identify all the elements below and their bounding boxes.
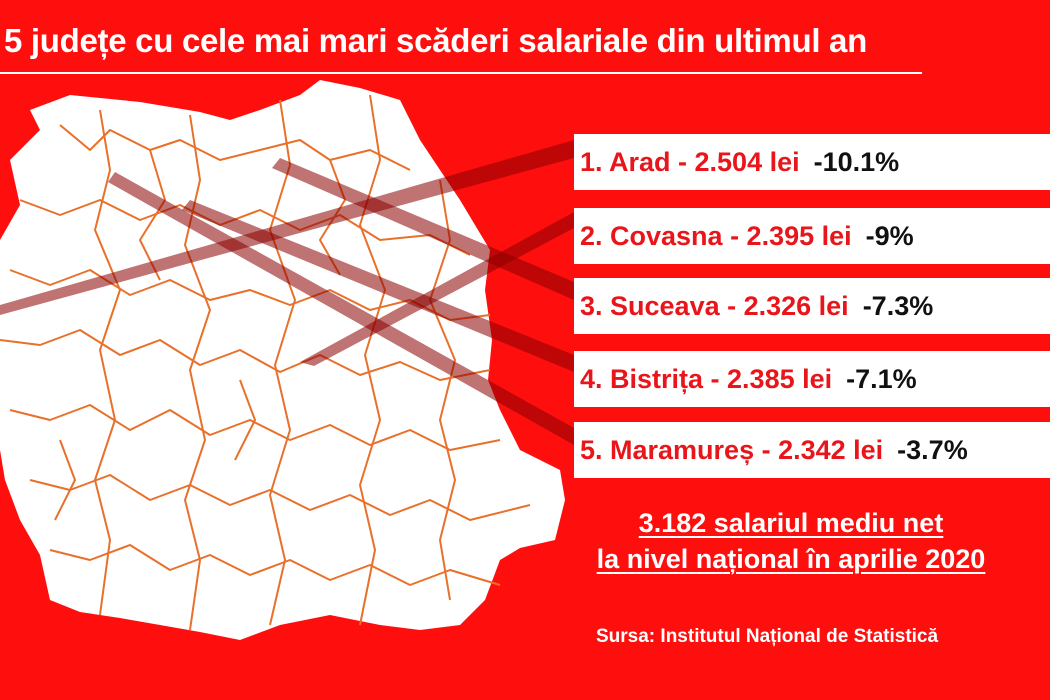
county-row-bistrita: 4. Bistrița - 2.385 lei -7.1% (574, 351, 1050, 407)
pointer-maramures (108, 172, 574, 445)
county-row-maramures: 5. Maramureș - 2.342 lei -3.7% (574, 422, 1050, 478)
summary-line-2: la nivel național în aprilie 2020 (596, 544, 986, 574)
pointer-arad (0, 140, 574, 315)
summary-line-1: 3.182 salariul mediu net (638, 508, 944, 538)
county-row-arad: 1. Arad - 2.504 lei -10.1% (574, 134, 1050, 190)
pointer-lines (0, 140, 574, 445)
county-change-arad: -10.1% (813, 146, 900, 177)
county-row-suceava: 3. Suceava - 2.326 lei -7.3% (574, 278, 1050, 334)
county-borders (0, 94, 531, 631)
county-label-bistrita: 4. Bistrița - 2.385 lei (580, 363, 833, 394)
county-label-covasna: 2. Covasna - 2.395 lei (580, 220, 852, 251)
pointer-suceava (272, 158, 574, 300)
county-label-suceava: 3. Suceava - 2.326 lei (580, 290, 849, 321)
page-title: 5 județe cu cele mai mari scăderi salari… (4, 22, 867, 59)
county-row-covasna: 2. Covasna - 2.395 lei -9% (574, 208, 1050, 264)
national-average-summary: 3.182 salariul mediu net la nivel națion… (556, 505, 1026, 577)
pointer-bistrita (182, 200, 574, 372)
county-label-arad: 1. Arad - 2.504 lei (580, 146, 800, 177)
county-change-bistrita: -7.1% (846, 363, 917, 394)
county-label-maramures: 5. Maramureș - 2.342 lei (580, 434, 884, 465)
county-change-covasna: -9% (865, 220, 914, 251)
source-note: Sursa: Institutul Național de Statistică (596, 626, 939, 647)
county-change-maramures: -3.7% (897, 434, 968, 465)
county-change-suceava: -7.3% (862, 290, 934, 321)
title-underline (0, 72, 922, 74)
